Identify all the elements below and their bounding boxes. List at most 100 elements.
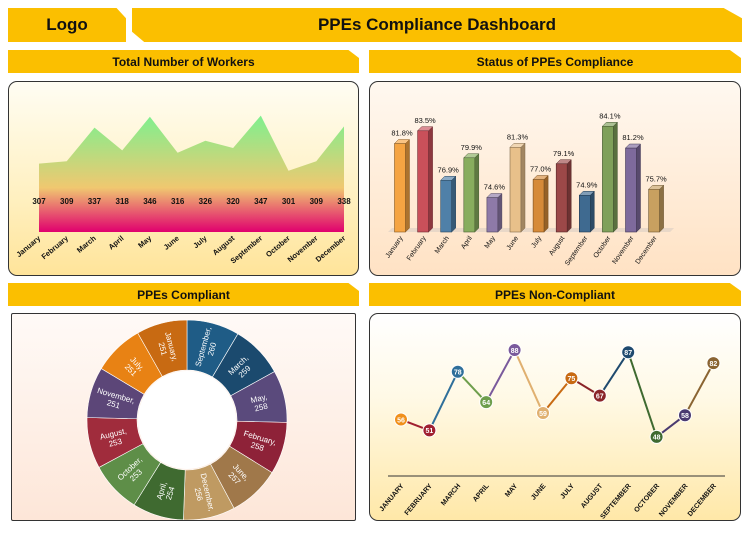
section-title-status: Status of PPEs Compliance	[369, 50, 741, 73]
x-tick-label: December	[314, 234, 348, 264]
bar-side	[543, 174, 549, 233]
x-tick-label: SEPTEMBER	[599, 483, 632, 521]
compliant-donut-chart: September,260March,259May,258February,25…	[86, 319, 288, 520]
bar	[648, 188, 660, 233]
bar-top	[416, 126, 434, 131]
bar-side	[636, 143, 641, 233]
data-label: 347	[254, 197, 268, 206]
x-tick-label: MAY	[504, 483, 519, 499]
x-tick-label: JULY	[559, 483, 576, 501]
page-title: PPEs Compliance Dashboard	[132, 8, 742, 42]
bar-side	[590, 190, 595, 233]
donut-slice	[137, 319, 188, 377]
x-tick-label: September	[564, 235, 590, 268]
line-segment	[428, 371, 459, 431]
data-label: 79.9%	[461, 143, 483, 152]
slice-label-value: 258	[250, 440, 266, 453]
data-label: 309	[60, 197, 74, 206]
bar	[509, 146, 522, 233]
x-tick-label: FEBRUARY	[404, 483, 434, 517]
x-tick-label: July	[530, 235, 543, 250]
line-point	[649, 429, 664, 444]
data-label: 56	[397, 417, 405, 424]
bar	[394, 143, 406, 233]
data-label: 79.1%	[553, 149, 575, 158]
bar-top	[486, 193, 503, 198]
line-segment	[627, 351, 658, 438]
bar	[463, 157, 476, 233]
line-point	[507, 343, 522, 358]
x-tick-label: APRIL	[472, 482, 491, 503]
x-tick-label: November	[286, 234, 320, 265]
status-chart-panel: 81.8% January 83.5% February 76.9% March 79.9%…	[369, 81, 741, 276]
x-tick-label: May	[484, 235, 498, 250]
bar	[579, 194, 591, 233]
bar-top	[532, 175, 549, 180]
section-title-noncompliant: PPEs Non-Compliant	[369, 283, 741, 306]
slice-label-month: May,	[250, 392, 268, 405]
workers-area-chart: 307 January 309 February 337 March 318 April 346…	[14, 115, 351, 265]
bar	[486, 197, 499, 233]
line-segment	[598, 351, 630, 397]
data-label: 76.9%	[438, 165, 460, 174]
data-label: 309	[310, 197, 324, 206]
line-segment	[684, 362, 715, 416]
x-tick-label: June	[162, 234, 181, 252]
line-point	[536, 406, 550, 421]
line-point	[422, 423, 437, 438]
line-point	[678, 408, 692, 423]
bar-top	[601, 122, 619, 127]
bar-side	[474, 153, 480, 233]
bar-side	[451, 175, 456, 233]
data-label: 74.9%	[576, 180, 598, 189]
bar	[555, 163, 568, 233]
line-point	[394, 412, 408, 427]
x-tick-label: December	[634, 235, 659, 266]
bar-top	[555, 159, 572, 164]
data-label: 75	[568, 376, 576, 383]
data-label: 307	[32, 197, 46, 206]
slice-label-value: 253	[108, 437, 124, 449]
bar	[625, 147, 637, 233]
bar-top	[393, 139, 411, 144]
data-label: 81.2%	[622, 133, 644, 142]
bar-side	[428, 126, 433, 233]
data-label: 81.8%	[391, 129, 413, 138]
data-label: 81.3%	[507, 132, 529, 141]
data-label: 320	[226, 197, 240, 206]
data-label: 82	[710, 361, 718, 368]
x-tick-label: January	[14, 233, 42, 259]
data-label: 51	[426, 428, 434, 435]
line-segment	[542, 377, 573, 414]
x-tick-label: DECEMBER	[687, 483, 718, 518]
data-label: 338	[337, 197, 351, 206]
x-tick-label: June	[506, 235, 521, 252]
bar-side	[659, 184, 664, 233]
x-tick-label: October	[593, 235, 613, 260]
line-point	[479, 395, 494, 410]
section-title-workers: Total Number of Workers	[8, 50, 359, 73]
workers-area	[39, 115, 344, 232]
bar-top	[578, 191, 595, 196]
data-label: 64	[482, 400, 490, 407]
bar	[602, 125, 614, 233]
line-point	[592, 388, 607, 403]
status-bar-chart: 81.8% January 83.5% February 76.9% March 79.9%…	[385, 111, 675, 268]
bar-top	[440, 176, 457, 181]
workers-chart-panel: 307 January 309 February 337 March 318 April 346…	[8, 81, 359, 276]
x-tick-label: JUNE	[530, 483, 548, 502]
data-label: 48	[653, 435, 661, 442]
bar-side	[566, 159, 572, 233]
data-label: 67	[596, 393, 604, 400]
data-label: 87	[624, 350, 632, 357]
x-tick-label: March	[75, 233, 98, 254]
line-point	[621, 345, 636, 360]
bar-top	[624, 143, 642, 149]
x-tick-label: April	[107, 234, 126, 252]
data-label: 326	[199, 197, 213, 206]
x-tick-label: OCTOBER	[633, 483, 661, 514]
data-label: 318	[116, 197, 130, 206]
slice-label: August,253	[99, 426, 130, 450]
x-tick-label: August	[548, 235, 566, 257]
compliant-chart-panel: September,260 March,259 May,258 February,25…	[11, 313, 356, 521]
